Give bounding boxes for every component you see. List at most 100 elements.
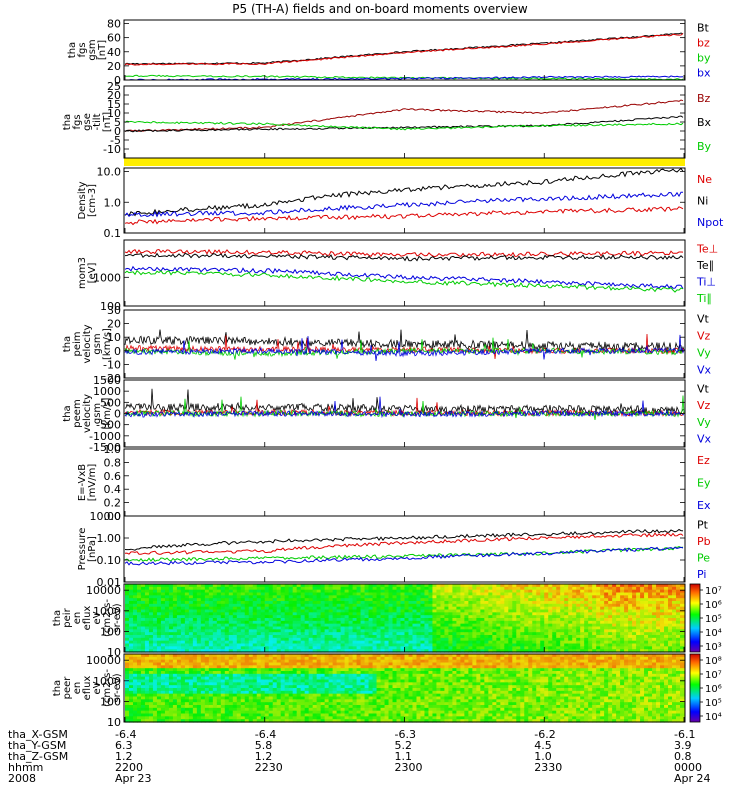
heatmap-cell	[140, 643, 146, 647]
heatmap-cell	[484, 601, 489, 605]
colorbar-label-p9-0: 10⁷	[705, 586, 722, 597]
heatmap-cell	[252, 637, 258, 642]
heatmap-cell	[220, 623, 226, 628]
heatmap-cell	[300, 586, 306, 591]
heatmap-cell	[328, 673, 334, 678]
heatmap-cell	[152, 679, 158, 683]
heatmap-cell	[324, 710, 330, 715]
heatmap-cell	[160, 609, 166, 613]
heatmap-cell	[156, 656, 162, 661]
heatmap-cell	[296, 615, 302, 619]
heatmap-cell	[260, 693, 266, 698]
heatmap-cell	[180, 615, 186, 619]
heatmap-cell	[640, 629, 645, 633]
heatmap-cell	[200, 673, 206, 678]
heatmap-cell	[600, 595, 605, 599]
heatmap-cell	[672, 601, 677, 605]
heatmap-cell	[652, 640, 657, 645]
heatmap-cell	[132, 676, 138, 681]
heatmap-cell	[632, 632, 637, 636]
heatmap-cell	[288, 598, 294, 602]
heatmap-cell	[208, 589, 214, 594]
heatmap-cell	[304, 656, 310, 661]
series-line-p1-0	[124, 32, 684, 65]
heatmap-cell	[480, 623, 485, 628]
heatmap-cell	[220, 595, 226, 599]
heatmap-cell	[144, 595, 150, 599]
heatmap-cell	[528, 620, 533, 625]
heatmap-cell	[328, 659, 334, 664]
heatmap-cell	[136, 598, 142, 602]
heatmap-cell	[288, 702, 294, 706]
heatmap-cell	[672, 606, 677, 611]
heatmap-cell	[332, 632, 338, 636]
heatmap-cell	[628, 623, 633, 628]
heatmap-cell	[456, 615, 461, 619]
heatmap-cell	[372, 592, 378, 596]
heatmap-cell	[656, 586, 661, 591]
heatmap-cell	[164, 606, 170, 611]
heatmap-cell	[244, 679, 250, 683]
heatmap-cell	[456, 601, 461, 605]
heatmap-cell	[492, 618, 497, 622]
series-line-p2-0	[124, 99, 684, 132]
heatmap-cell	[164, 646, 170, 650]
heatmap-cell	[336, 615, 342, 619]
legend-entry-p4-1: Te∥	[696, 259, 714, 272]
heatmap-cell	[564, 606, 569, 611]
heatmap-cell	[364, 640, 370, 645]
y-tick-label-p6-0: 1500	[93, 374, 121, 387]
heatmap-cell	[276, 693, 282, 698]
heatmap-cell	[244, 586, 250, 591]
heatmap-cell	[204, 615, 210, 619]
heatmap-cell	[148, 601, 154, 605]
heatmap-cell	[292, 676, 298, 681]
heatmap-cell	[308, 635, 314, 639]
heatmap-cell	[316, 629, 322, 633]
heatmap-cell	[192, 637, 198, 642]
heatmap-cell	[576, 595, 581, 599]
heatmap-cell	[168, 592, 174, 596]
heatmap-cell	[132, 584, 138, 588]
heatmap-cell	[316, 716, 322, 720]
heatmap-cell	[588, 632, 593, 636]
heatmap-cell	[356, 640, 362, 645]
heatmap-cell	[240, 629, 246, 633]
heatmap-cell	[492, 620, 497, 625]
heatmap-cell	[300, 682, 306, 686]
heatmap-cell	[444, 606, 450, 611]
heatmap-cell	[240, 601, 246, 605]
heatmap-cell	[488, 637, 493, 642]
heatmap-cell	[292, 592, 298, 596]
heatmap-cell	[136, 659, 142, 664]
heatmap-cell	[212, 665, 218, 669]
y-axis-label-p8-1: [nPa]	[87, 536, 98, 562]
heatmap-cell	[140, 629, 146, 633]
heatmap-cell	[204, 693, 210, 698]
heatmap-cell	[680, 603, 685, 608]
heatmap-cell	[404, 632, 410, 636]
y-tick-label-p5-4: -10	[103, 358, 121, 371]
heatmap-cell	[132, 710, 138, 715]
heatmap-cell	[184, 685, 190, 689]
heatmap-cell	[200, 676, 206, 681]
heatmap-cell	[296, 699, 302, 703]
heatmap-cell	[168, 659, 174, 664]
heatmap-cell	[496, 649, 501, 653]
heatmap-cell	[156, 586, 162, 591]
heatmap-cell	[128, 612, 134, 616]
heatmap-cell	[364, 632, 370, 636]
heatmap-cell	[168, 702, 174, 706]
heatmap-cell	[340, 601, 346, 605]
heatmap-cell	[384, 637, 390, 642]
heatmap-cell	[308, 654, 314, 658]
heatmap-cell	[148, 679, 154, 683]
heatmap-cell	[156, 615, 162, 619]
heatmap-cell	[452, 598, 457, 602]
heatmap-cell	[368, 643, 374, 647]
heatmap-cell	[528, 603, 533, 608]
heatmap-cell	[572, 586, 577, 591]
heatmap-cell	[208, 646, 214, 650]
heatmap-cell	[316, 643, 322, 647]
heatmap-cell	[360, 603, 366, 608]
